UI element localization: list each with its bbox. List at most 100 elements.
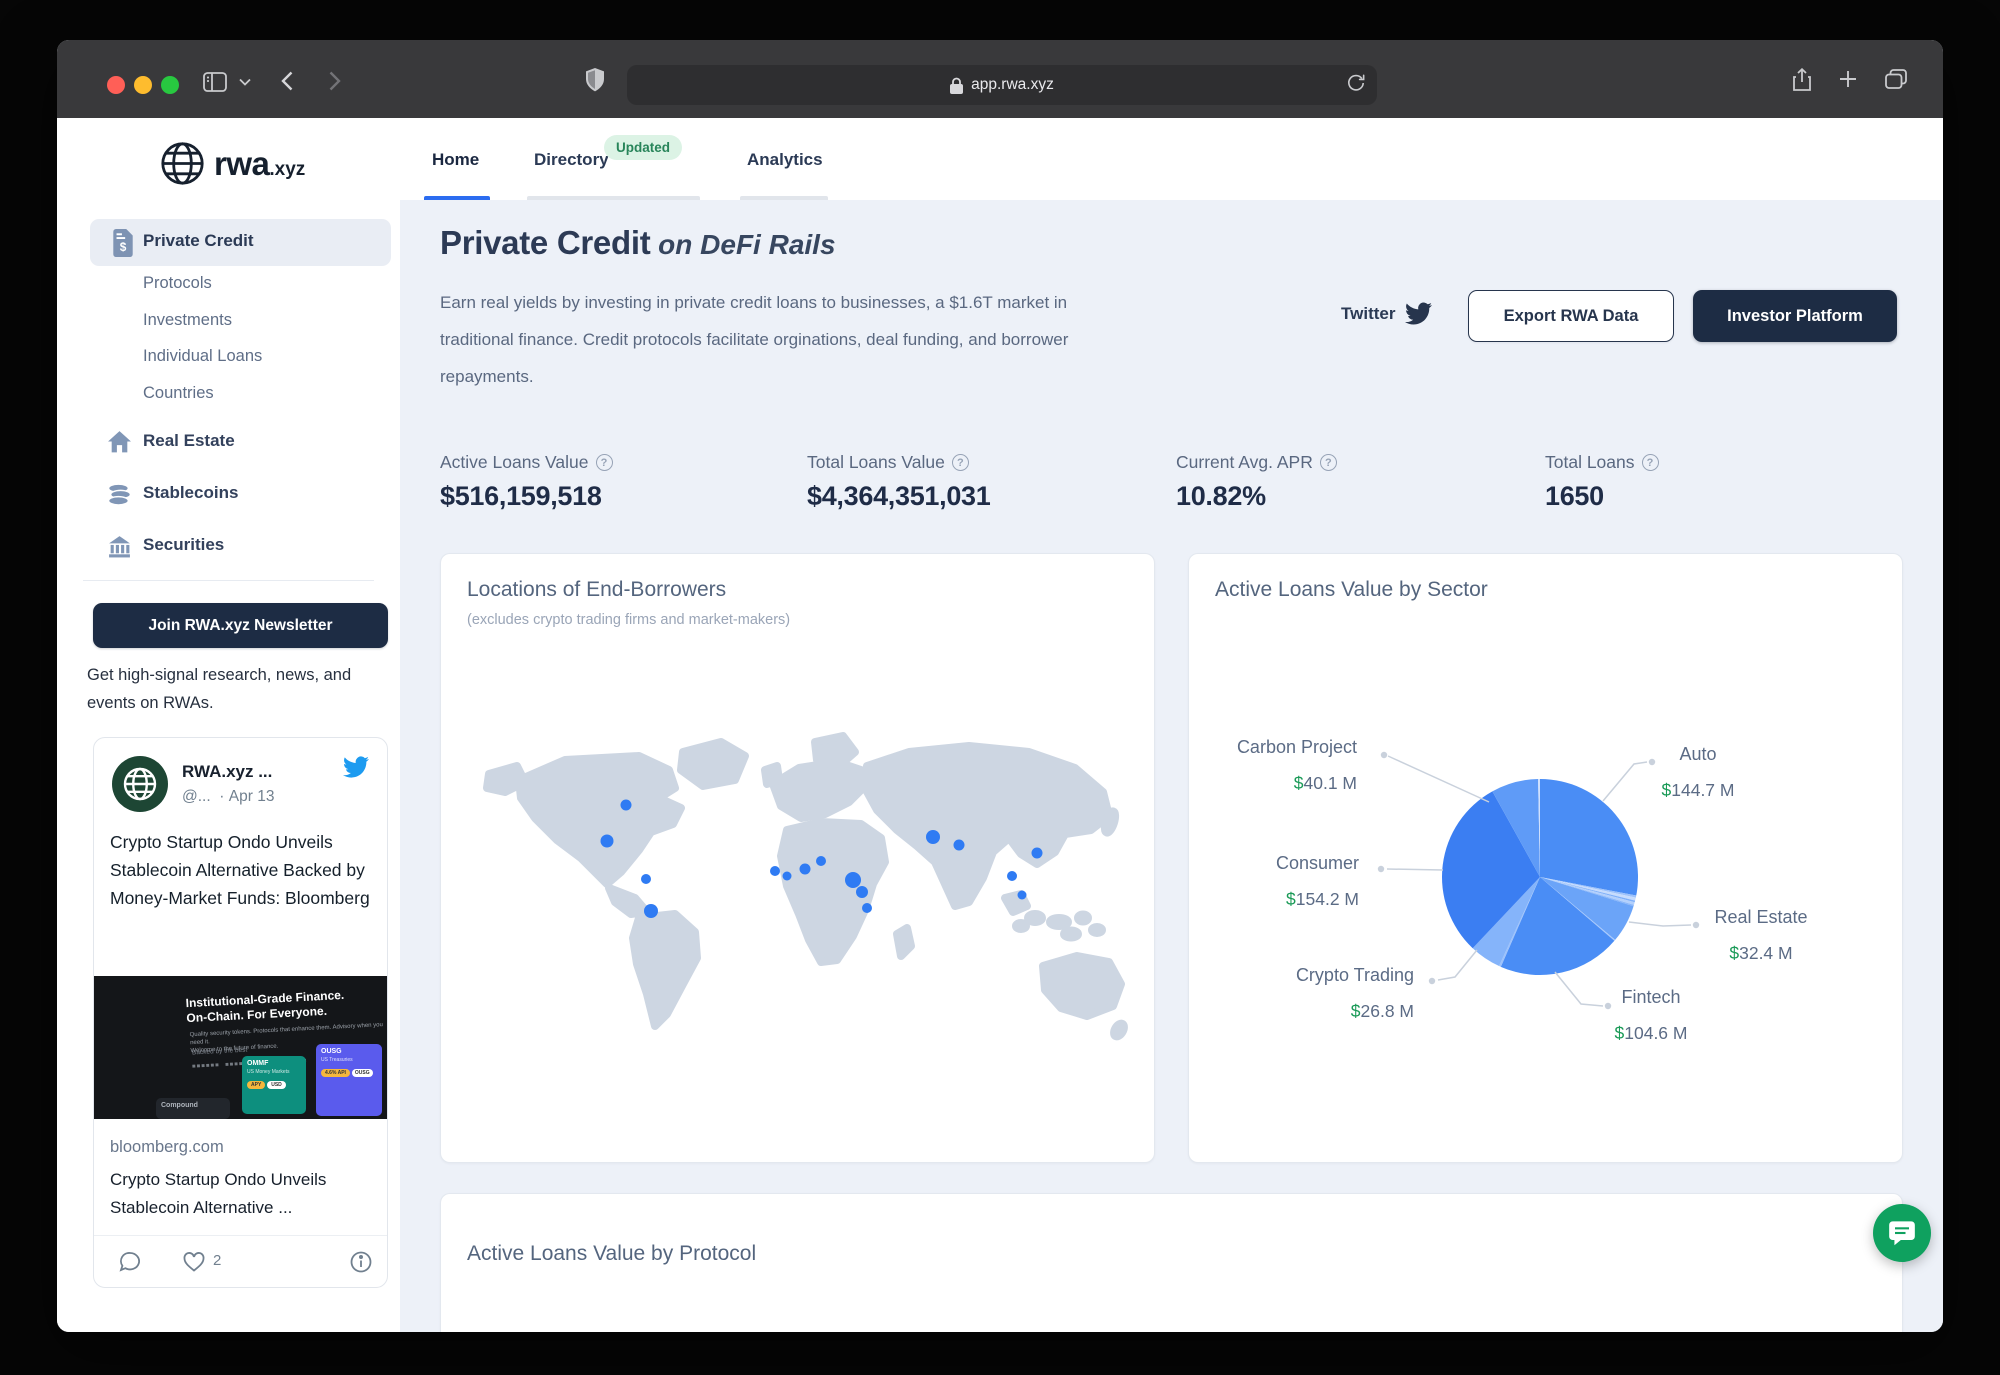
info-icon[interactable] bbox=[349, 1250, 373, 1279]
tweet-author-handle: @... · Apr 13 bbox=[182, 788, 275, 805]
stat-current-avg-apr-label: Current Avg. APR? bbox=[1176, 452, 1337, 473]
stat-current-avg-apr: 10.82% bbox=[1176, 481, 1266, 511]
tweet-avatar bbox=[112, 756, 168, 812]
investor-platform-button[interactable]: Investor Platform bbox=[1693, 290, 1897, 342]
world-map bbox=[483, 732, 1128, 1041]
coins-icon bbox=[107, 482, 133, 508]
locations-card-title: Locations of End-Borrowers bbox=[467, 578, 727, 601]
stat-active-loans-value: $516,159,518 bbox=[440, 481, 602, 511]
newsletter-caption: Get high-signal research, news, and even… bbox=[87, 666, 352, 712]
protocol-card: Active Loans Value by Protocol bbox=[440, 1193, 1903, 1332]
new-tab-icon[interactable] bbox=[1839, 70, 1857, 88]
locations-card: Locations of End-Borrowers (excludes cry… bbox=[440, 553, 1155, 1163]
pie-value-real-estate: $32.4 M bbox=[1729, 943, 1793, 963]
page-title: Private Credit on DeFi Rails bbox=[440, 224, 836, 261]
sidebar-item-real-estate[interactable]: Real Estate bbox=[143, 431, 235, 450]
stat-total-loans-value: $4,364,351,031 bbox=[807, 481, 991, 511]
tweet-author-name[interactable]: RWA.xyz ... bbox=[182, 762, 273, 781]
tab-home-active-bar bbox=[424, 196, 490, 200]
stat-total-loans-value-label: Total Loans Value? bbox=[807, 452, 969, 473]
browser-toolbar: app.rwa.xyz bbox=[57, 40, 1943, 119]
twitter-bird-icon bbox=[1405, 302, 1433, 325]
sidebar-item-countries[interactable]: Countries bbox=[143, 384, 214, 402]
lock-icon bbox=[950, 77, 964, 94]
tweet-link-domain[interactable]: bloomberg.com bbox=[110, 1138, 224, 1156]
minimize-window-button[interactable] bbox=[134, 76, 152, 94]
sector-pie-chart[interactable] bbox=[1189, 554, 1904, 1164]
sector-card: Active Loans Value by Sector Carbon Proj… bbox=[1188, 553, 1903, 1163]
help-icon[interactable]: ? bbox=[595, 454, 613, 471]
main-content: Private Credit on DeFi Rails Earn real y… bbox=[400, 200, 1943, 1332]
chevron-down-icon[interactable] bbox=[239, 78, 251, 86]
sidebar-item-securities[interactable]: Securities bbox=[143, 535, 225, 554]
close-window-button[interactable] bbox=[107, 76, 125, 94]
back-icon[interactable] bbox=[281, 71, 293, 91]
stat-total-loans-label: Total Loans? bbox=[1545, 452, 1659, 473]
sidebar-toggle-icon[interactable] bbox=[203, 72, 227, 92]
sidebar-item-individual-loans[interactable]: Individual Loans bbox=[143, 347, 263, 365]
help-icon[interactable]: ? bbox=[1641, 454, 1659, 471]
pie-leader-dots bbox=[1377, 751, 1700, 1010]
pie-label-fintech: Fintech bbox=[1621, 987, 1681, 1007]
sidebar-divider bbox=[83, 580, 374, 581]
forward-icon[interactable] bbox=[329, 71, 341, 91]
zoom-window-button[interactable] bbox=[161, 76, 179, 94]
stat-active-loans-value-label: Active Loans Value? bbox=[440, 452, 613, 473]
twitter-bird-icon[interactable] bbox=[343, 754, 369, 780]
pie-label-carbon-project: Carbon Project bbox=[1236, 737, 1357, 757]
embed-card-ousg: OUSG US Treasuries 4.6% API OUSG bbox=[316, 1044, 382, 1116]
tab-analytics-bar bbox=[740, 196, 828, 200]
pie-slice-consumer bbox=[1442, 791, 1540, 949]
pie-value-fintech: $104.6 M bbox=[1614, 1023, 1688, 1043]
reload-icon[interactable] bbox=[1347, 73, 1365, 98]
pie-slice-crypto-trading bbox=[1472, 877, 1540, 967]
twitter-link[interactable]: Twitter bbox=[1341, 300, 1433, 327]
tab-home[interactable]: Home bbox=[432, 150, 480, 169]
chat-launcher-button[interactable] bbox=[1873, 1204, 1931, 1262]
address-bar[interactable]: app.rwa.xyz bbox=[627, 65, 1377, 105]
tab-overview-icon[interactable] bbox=[1885, 69, 1907, 89]
house-icon bbox=[107, 430, 133, 456]
sidebar-item-private-credit-label: Private Credit bbox=[143, 231, 254, 250]
sidebar-item-private-credit[interactable] bbox=[90, 219, 391, 266]
pie-value-auto: $144.7 M bbox=[1661, 780, 1735, 800]
sidebar-item-protocols[interactable]: Protocols bbox=[143, 274, 212, 292]
join-newsletter-button[interactable]: Join RWA.xyz Newsletter bbox=[93, 603, 388, 648]
reply-icon[interactable] bbox=[118, 1250, 142, 1279]
embed-card-compound: Compound bbox=[156, 1098, 230, 1119]
url-text: app.rwa.xyz bbox=[971, 76, 1054, 93]
help-icon[interactable]: ? bbox=[1319, 454, 1337, 471]
sector-card-title: Active Loans Value by Sector bbox=[1215, 578, 1488, 601]
help-icon[interactable]: ? bbox=[951, 454, 969, 471]
globe-icon bbox=[123, 767, 157, 801]
pie-slice-real-estate bbox=[1540, 877, 1634, 940]
embed-card-ommf: OMMF US Money Markets APY USD bbox=[242, 1056, 306, 1114]
tweet-card[interactable]: RWA.xyz ... @... · Apr 13 Crypto Startup… bbox=[93, 737, 388, 1288]
pie-label-crypto-trading: Crypto Trading bbox=[1295, 965, 1414, 985]
privacy-shield-icon[interactable] bbox=[585, 68, 605, 92]
sidebar-item-investments[interactable]: Investments bbox=[143, 311, 232, 329]
logo[interactable]: rwa .xyz bbox=[160, 141, 305, 186]
sidebar-item-stablecoins[interactable]: Stablecoins bbox=[143, 483, 239, 502]
sidebar: $ Private Credit Protocols Investments I… bbox=[57, 200, 401, 1332]
tweet-embed-image[interactable]: Institutional-Grade Finance. On-Chain. Fo… bbox=[94, 976, 387, 1119]
top-navbar: rwa .xyz Home Directory Updated Analytics bbox=[57, 118, 1943, 201]
export-rwa-data-button[interactable]: Export RWA Data bbox=[1468, 290, 1674, 342]
protocol-card-title: Active Loans Value by Protocol bbox=[467, 1242, 757, 1265]
tweet-link-title[interactable]: Crypto Startup Ondo Unveils Stablecoin A… bbox=[110, 1170, 327, 1217]
share-icon[interactable] bbox=[1792, 68, 1812, 92]
bank-icon bbox=[107, 534, 133, 560]
tab-analytics[interactable]: Analytics bbox=[747, 150, 823, 169]
tab-directory[interactable]: Directory bbox=[534, 150, 609, 169]
pie-slice-carbon-project bbox=[1492, 779, 1540, 877]
logo-suffix: .xyz bbox=[269, 158, 306, 180]
directory-updated-badge: Updated bbox=[604, 135, 682, 160]
like-count: 2 bbox=[213, 1252, 222, 1269]
pie-label-real-estate: Real Estate bbox=[1714, 907, 1808, 927]
browser-window: app.rwa.xyz rwa .xyz Home Directory U bbox=[57, 40, 1943, 1332]
like-icon[interactable] bbox=[182, 1250, 206, 1279]
tweet-text: Crypto Startup Ondo Unveils Stablecoin A… bbox=[110, 832, 370, 908]
pie-slice-fintech bbox=[1500, 877, 1615, 975]
tweet-divider bbox=[94, 1235, 387, 1236]
pie-value-crypto-trading: $26.8 M bbox=[1350, 1001, 1414, 1021]
